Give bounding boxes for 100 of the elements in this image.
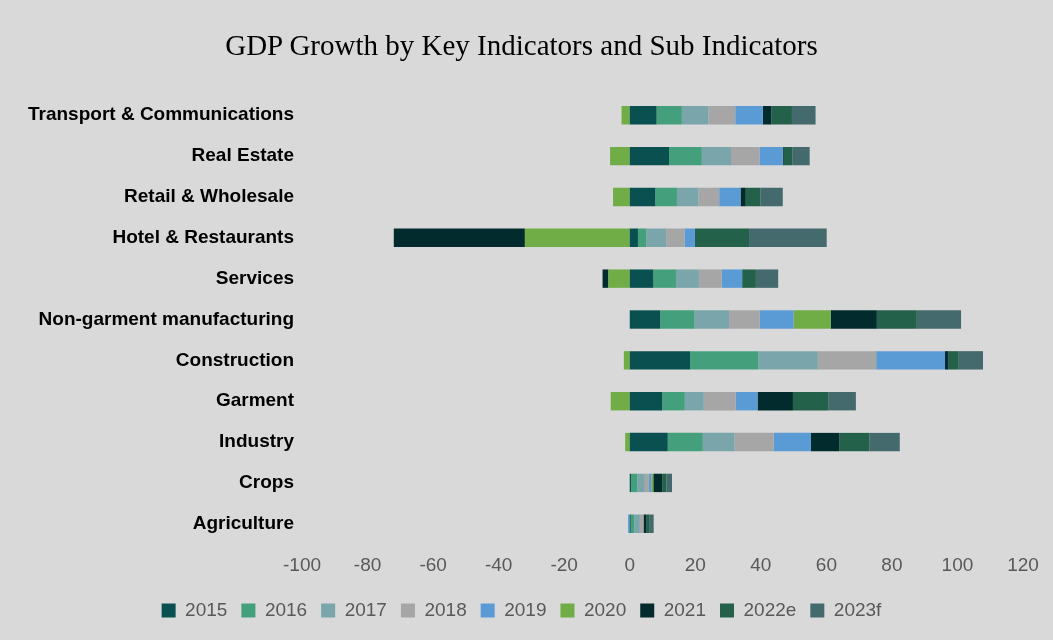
bar [698,269,722,288]
legend-label: 2023f [833,598,883,620]
bar [948,351,959,370]
bar [839,432,870,452]
bar [762,106,772,125]
bar [694,228,750,247]
y-tick-label: Real Estate [191,144,295,166]
legend-label: 2020 [583,598,627,620]
bar [656,106,682,125]
bar [945,351,949,370]
bar [958,351,984,370]
bar [698,187,720,207]
bar [876,310,917,329]
bar [703,392,736,411]
bar [721,269,743,288]
chart-title: GDP Growth by Key Indicators and Sub Indicators [225,29,818,62]
legend-label: 2017 [344,598,387,620]
y-tick-label: Services [215,266,295,288]
bar [608,269,630,288]
bar [701,146,732,166]
bar [690,351,759,370]
y-tick-label: Agriculture [192,512,295,534]
y-tick-label: Industry [219,430,295,452]
bar [666,473,673,493]
x-tick-label: -20 [550,553,578,575]
bar [629,228,638,247]
bar [629,432,668,452]
bar [684,228,695,247]
bar [623,351,630,370]
bar [749,228,827,247]
legend-label: 2019 [504,598,547,620]
y-tick-label: Crops [239,471,295,493]
bar [629,269,654,288]
y-tick-label: Non-garment manufacturing [38,307,295,329]
legend-label: 2021 [663,598,707,620]
bar [621,106,630,125]
bar [629,310,661,329]
bar [676,187,699,207]
y-tick-label: Retail & Wholesale [124,185,295,207]
bar [708,106,736,125]
bar [817,351,877,370]
bar [649,514,654,533]
bar [629,106,657,125]
bar [755,269,779,288]
bar [740,187,746,207]
bar [610,146,630,166]
bar [629,187,656,207]
bar [771,106,792,125]
bar [694,310,730,329]
bar [631,473,638,493]
bar [625,432,630,452]
x-tick-label: -100 [283,553,322,575]
bar [675,269,699,288]
x-tick-label: 60 [815,553,837,575]
bar [637,473,645,493]
bar [830,310,877,329]
bar [629,146,670,166]
bar [660,310,695,329]
bar [745,187,761,207]
x-tick-label: 0 [624,553,636,575]
x-tick-label: 40 [750,553,772,575]
x-tick-label: 80 [881,553,903,575]
bar [634,514,640,533]
bar [662,473,667,493]
bar [793,310,831,329]
bar [610,392,630,411]
bar [684,392,704,411]
bar [869,432,900,452]
legend-label: 2015 [185,598,228,620]
bar [637,228,647,247]
bar [758,351,818,370]
bar [644,473,650,493]
bar [613,187,630,207]
bar [735,392,758,411]
y-tick-label: Construction [175,348,295,370]
y-tick-label: Transport & Communications [28,103,295,125]
x-tick-label: -40 [484,553,513,575]
bar [653,473,663,493]
bar [666,228,685,247]
y-tick-label: Hotel & Restaurants [112,226,295,248]
y-tick-label: Garment [215,389,295,411]
bar [646,228,667,247]
bar [760,187,783,207]
bar [757,392,793,411]
x-tick-label: 20 [684,553,706,575]
bar [653,269,676,288]
bar [702,432,735,452]
bar [393,228,525,247]
legend-label: 2016 [264,598,308,620]
x-tick-label: 100 [941,553,974,575]
x-tick-label: 120 [1007,553,1039,575]
bar [655,187,677,207]
x-tick-label: -60 [419,553,447,575]
bar [742,269,756,288]
bar [629,392,663,411]
bar [828,392,856,411]
bar [916,310,962,329]
bar [731,146,760,166]
bar [759,310,794,329]
bar [729,310,760,329]
